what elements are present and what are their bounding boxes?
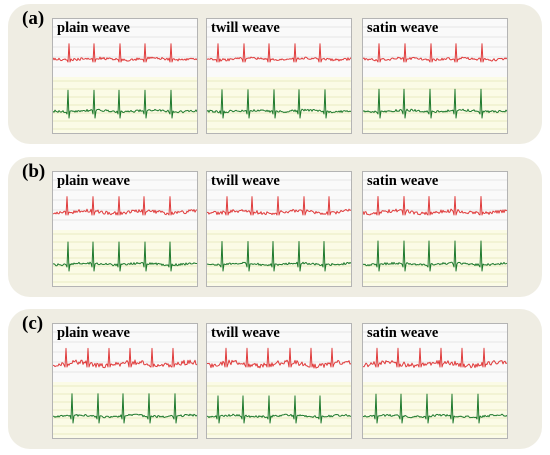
strip-label: twill weave [211, 173, 280, 189]
strip-label: satin weave [367, 325, 439, 341]
ecg-plot [207, 172, 351, 286]
bottom-ecg-trace [207, 89, 351, 119]
bottom-ecg-trace [53, 89, 197, 119]
top-ecg-trace [207, 347, 351, 369]
top-grid-bg [53, 172, 197, 230]
strip-label: plain weave [57, 20, 130, 36]
panel-c: (c) plain weave twill weave satin weave [8, 309, 542, 449]
ecg-plot [363, 19, 507, 133]
top-ecg-trace [53, 196, 197, 216]
ecg-strip-plain-weave: plain weave [52, 171, 198, 287]
top-grid-bg [53, 19, 197, 77]
panel-label: (a) [22, 8, 45, 29]
top-grid-bg [207, 172, 351, 230]
ecg-plot [207, 324, 351, 438]
bottom-ecg-trace [363, 88, 507, 119]
ecg-strip-satin-weave: satin weave [362, 171, 508, 287]
ecg-strip-twill-weave: twill weave [206, 18, 352, 134]
ecg-strip-plain-weave: plain weave [52, 323, 198, 439]
panel-label: (b) [22, 161, 46, 182]
top-ecg-trace [207, 196, 351, 216]
ecg-strip-satin-weave: satin weave [362, 18, 508, 134]
strip-label: plain weave [57, 173, 130, 189]
top-ecg-trace [363, 196, 507, 216]
bottom-ecg-trace [363, 393, 507, 424]
ecg-plot [363, 172, 507, 286]
panel-label: (c) [22, 313, 44, 334]
panel-a: (a) plain weave twill weave satin weave [8, 4, 542, 144]
strip-label: twill weave [211, 20, 280, 36]
strip-label: plain weave [57, 325, 130, 341]
top-ecg-trace [53, 43, 197, 63]
bottom-ecg-trace [207, 395, 351, 424]
ecg-strip-satin-weave: satin weave [362, 323, 508, 439]
panel-b: (b) plain weave twill weave satin weave [8, 157, 542, 297]
top-ecg-trace [53, 347, 197, 369]
ecg-plot [207, 19, 351, 133]
ecg-strip-plain-weave: plain weave [52, 18, 198, 134]
top-grid-bg [363, 324, 507, 382]
ecg-strip-twill-weave: twill weave [206, 171, 352, 287]
top-grid-bg [363, 19, 507, 77]
ecg-plot [363, 324, 507, 438]
strip-label: satin weave [367, 20, 439, 36]
bottom-ecg-trace [207, 241, 351, 272]
strip-label: satin weave [367, 173, 439, 189]
strip-label: twill weave [211, 325, 280, 341]
top-ecg-trace [363, 43, 507, 63]
ecg-plot [53, 324, 197, 438]
top-ecg-trace [207, 43, 351, 63]
ecg-strip-twill-weave: twill weave [206, 323, 352, 439]
bottom-ecg-trace [53, 241, 197, 272]
ecg-plot [53, 172, 197, 286]
top-grid-bg [363, 172, 507, 230]
top-grid-bg [207, 19, 351, 77]
top-grid-bg [207, 324, 351, 382]
bottom-ecg-trace [363, 240, 507, 272]
ecg-plot [53, 19, 197, 133]
top-ecg-trace [363, 347, 507, 369]
bottom-ecg-trace [53, 393, 197, 424]
